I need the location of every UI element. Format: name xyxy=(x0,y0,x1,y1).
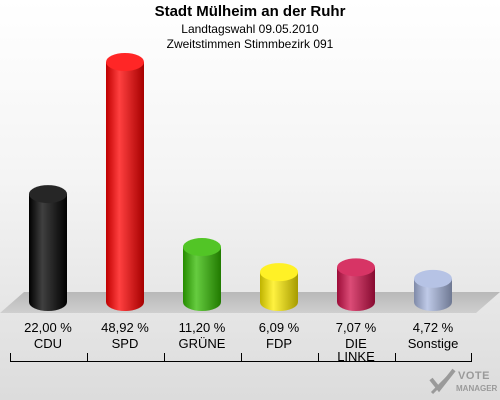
value-label-sonstige: 4,72 % xyxy=(412,320,454,335)
bar-cap xyxy=(414,269,452,288)
value-label-fdp: 6,09 % xyxy=(258,320,300,335)
value-label-cdu: 22,00 % xyxy=(24,320,72,335)
bar-cap xyxy=(260,263,298,282)
category-label-gruene: GRÜNE xyxy=(178,336,226,351)
value-label-spd: 48,92 % xyxy=(101,320,149,335)
bar-body xyxy=(29,194,67,311)
value-label-gruene: 11,20 % xyxy=(178,320,226,335)
bar-die-linke xyxy=(337,258,375,311)
bar-spd xyxy=(106,53,144,311)
value-label-linke: 7,07 % xyxy=(335,320,377,335)
category-label-spd: SPD xyxy=(111,336,139,351)
checkmark-icon xyxy=(429,368,456,395)
chart-subtitle-district: Zweitstimmen Stimmbezirk 091 xyxy=(166,37,334,51)
x-axis-tick xyxy=(241,353,242,362)
bar-body xyxy=(260,272,298,311)
category-label-linke: DIE LINKE xyxy=(337,336,375,364)
category-label-sonstige: Sonstige xyxy=(407,336,459,351)
bar-body xyxy=(337,267,375,311)
bar-sonstige xyxy=(414,269,452,311)
bar-fdp xyxy=(260,263,298,311)
x-axis-tick xyxy=(395,353,396,362)
chart-subtitle-election: Landtagswahl 09.05.2010 xyxy=(181,22,319,36)
bar-body xyxy=(183,247,221,311)
bar-cap xyxy=(337,258,375,277)
x-axis-tick xyxy=(87,353,88,362)
logo-text-vote: VOTE xyxy=(458,370,490,382)
logo-text-manager: MANAGER xyxy=(456,384,498,393)
category-label-cdu: CDU xyxy=(33,336,63,351)
x-axis-tick xyxy=(318,353,319,362)
chart-title: Stadt Mülheim an der Ruhr xyxy=(154,3,346,20)
bar-cdu xyxy=(29,185,67,311)
bar-cap xyxy=(29,185,67,204)
x-axis-tick xyxy=(164,353,165,362)
vote-manager-logo xyxy=(429,368,456,395)
bar-body xyxy=(106,62,144,311)
bar-cap xyxy=(183,238,221,257)
bar-grüne xyxy=(183,238,221,311)
category-label-fdp: FDP xyxy=(266,336,292,351)
bar-cap xyxy=(106,53,144,71)
bar-body xyxy=(414,278,452,311)
